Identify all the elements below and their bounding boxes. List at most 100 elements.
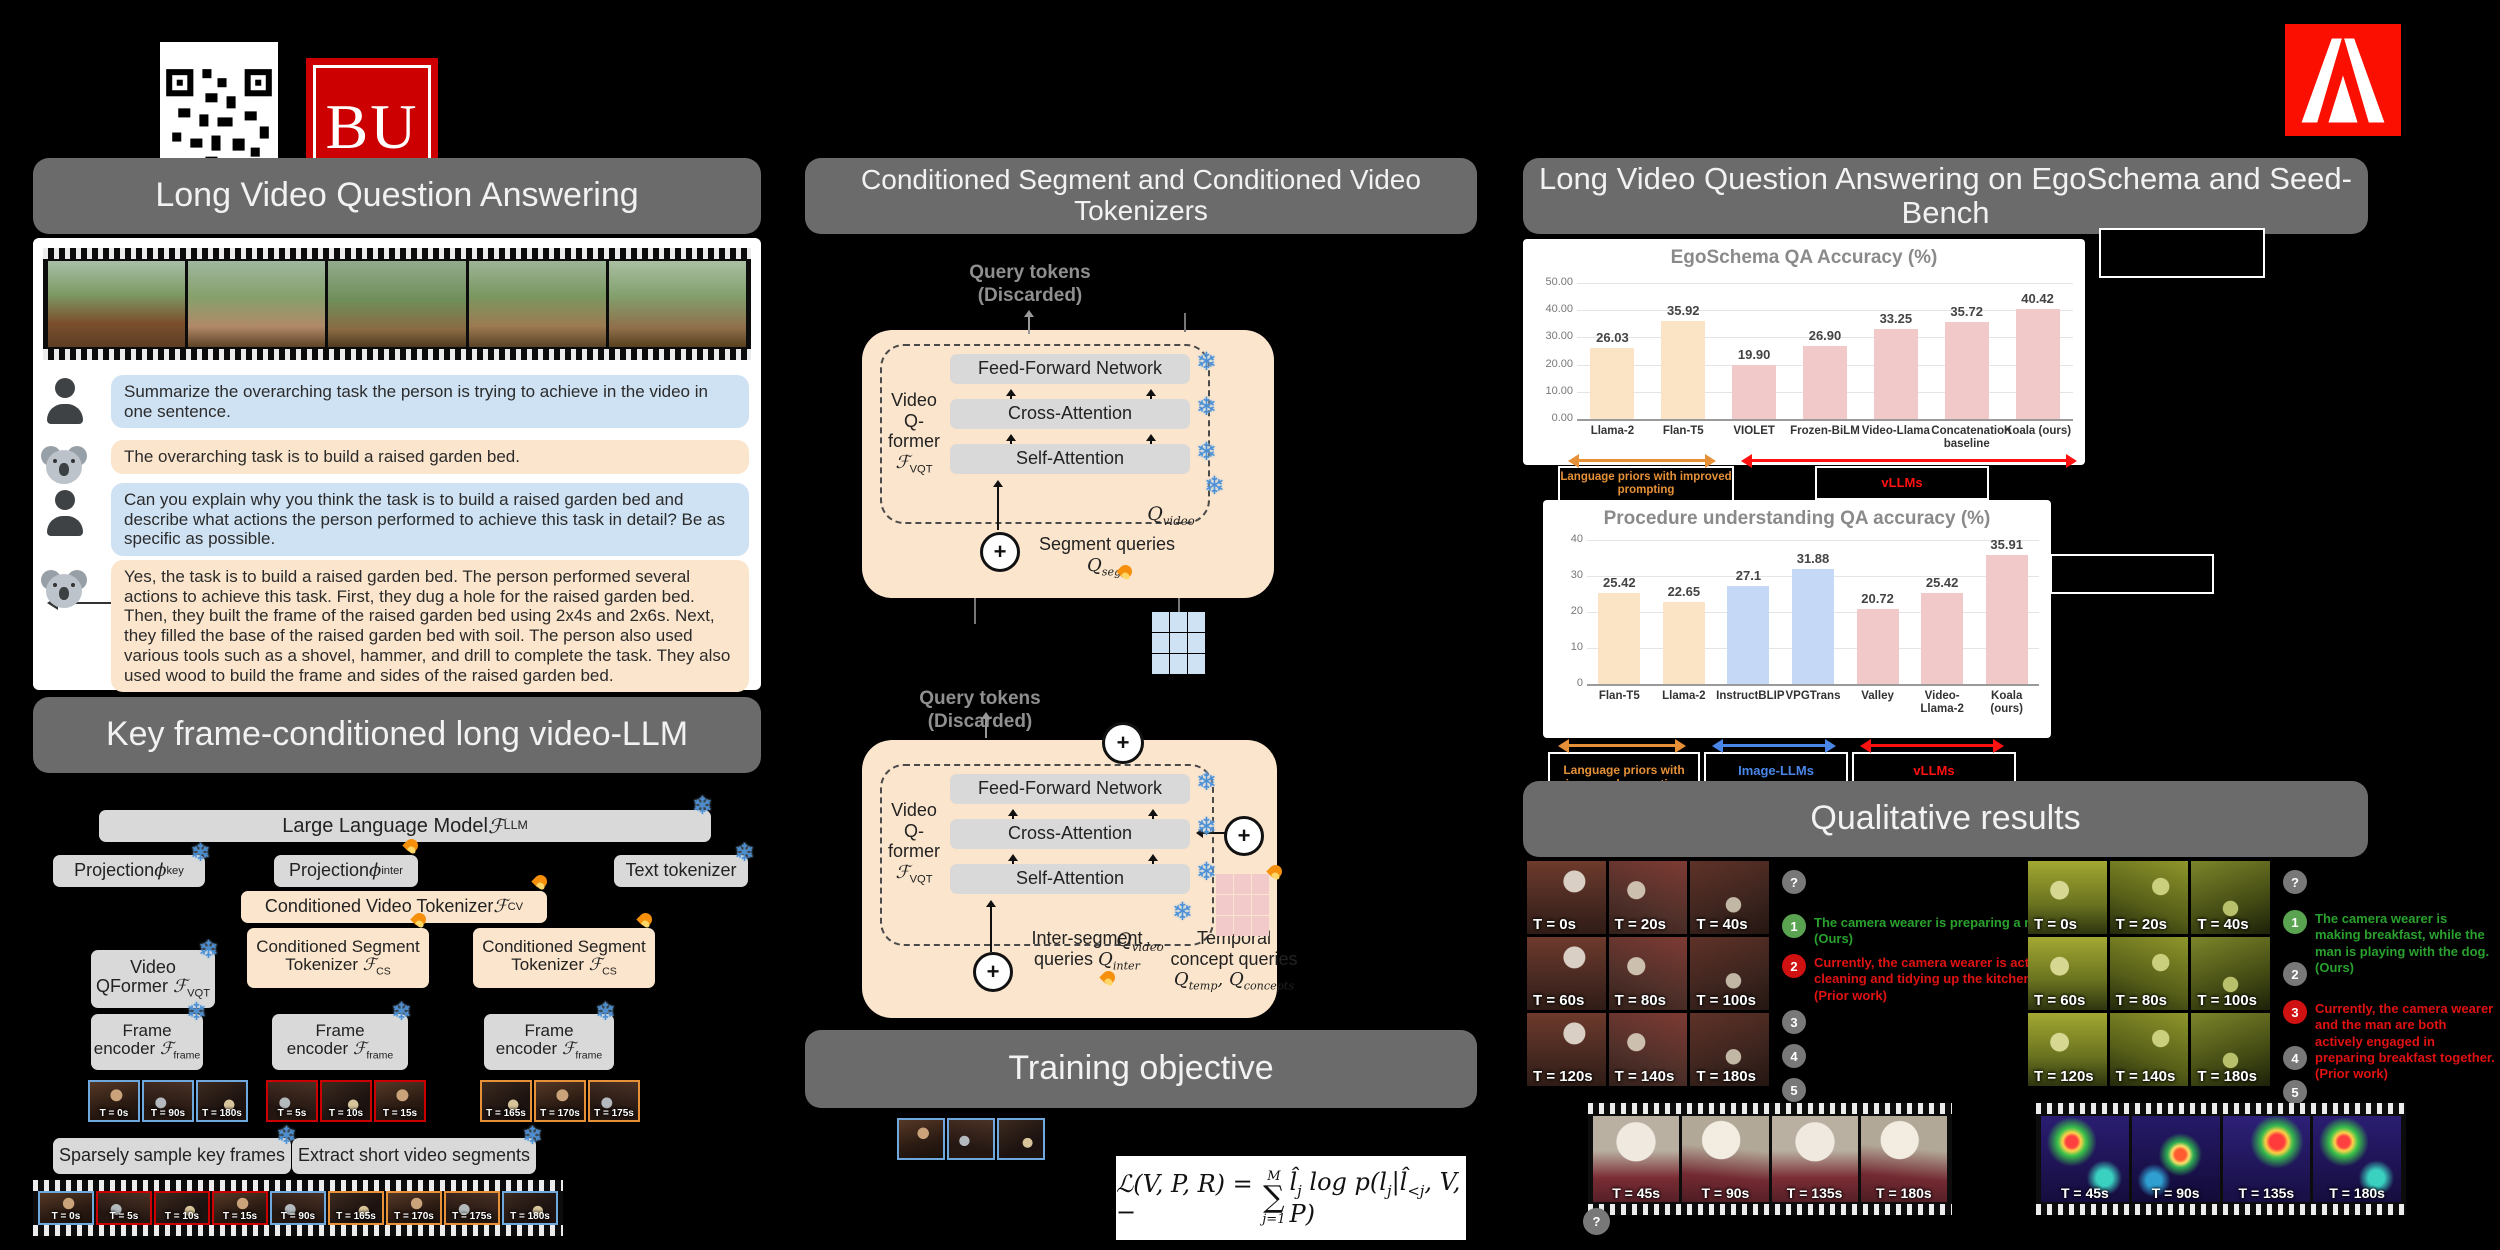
koala-face [46, 574, 82, 608]
y-tick-label: 30 [1570, 569, 1583, 581]
frame-timestamp: T = 180s [1876, 1185, 1932, 1201]
frame-encoder-box-1: Frame encoder ℱframe [91, 1014, 203, 1070]
annotation-circle-2: 2 [2283, 962, 2307, 986]
frame-timestamp: T = 180s [2197, 1068, 2257, 1085]
up-arrow [993, 480, 1003, 530]
extract-segments-box: Extract short video segments [292, 1138, 536, 1174]
math-f: ℱ [493, 896, 508, 918]
sum-upper: M [1267, 1169, 1281, 1184]
video-frame [997, 1118, 1045, 1160]
math-phi: ϕ [154, 860, 167, 882]
math-f: ℱ [588, 955, 603, 976]
qualitative-grid-left: T = 0s T = 20s T = 40s T = 60s T = 80s T = 10… [1527, 861, 1769, 1087]
video-frame: T = 165s [328, 1191, 384, 1225]
plus-circle-icon: + [980, 532, 1020, 572]
frame-timestamp: T = 5s [109, 1211, 139, 1222]
self-attention-label: Self-Attention [1015, 868, 1125, 889]
egoschema-chart: EgoSchema QA Accuracy (%) 26.03 35.92 19.90… [1523, 239, 2085, 465]
frame-timestamp: T = 20s [2115, 916, 2167, 933]
koala-avatar [41, 570, 87, 612]
training-frames [897, 1118, 1045, 1160]
projection-inter-box: Projection ϕ inter [274, 855, 418, 887]
qualitative-grid-right: T = 0s T = 20s T = 40s T = 60s T = 80s T = 10… [2028, 861, 2270, 1087]
section-header-benchmarks: Long Video Question Answering on EgoSche… [1523, 158, 2368, 234]
bar-value-label: 22.65 [1667, 584, 1701, 600]
qa-example-card: 9 minutes 29 seconds Summarize the overa… [33, 238, 761, 693]
attention-frames: T = 45s T = 90s T = 135s T = 180s [2041, 1116, 2401, 1202]
video-frame: T = 0s [38, 1191, 94, 1225]
cs-line1: Conditioned Segment [482, 936, 646, 956]
self-attention-box: Self-Attention [950, 444, 1190, 474]
chat-message-assistant: The overarching task is to build a raise… [111, 440, 749, 474]
qvideo-label: Qvideo [1136, 503, 1206, 528]
annotation-circle-5: 5 [1782, 1078, 1806, 1102]
cross-attention-label: Cross-Attention [1007, 403, 1133, 424]
bar-value-label: 20.72 [1861, 591, 1894, 607]
snowflake-icon: ❄ [198, 936, 219, 964]
up-arrow [1148, 854, 1158, 864]
left-arrow [1196, 828, 1238, 838]
summation: M ∑ j=1 [1262, 1170, 1285, 1226]
cross-attention-label: Cross-Attention [1007, 823, 1133, 844]
bar-value-label: 35.91 [1990, 536, 2023, 552]
segment-queries-label: Segment queries Qsegs [1022, 534, 1192, 579]
plus-circle-icon: + [1102, 722, 1144, 764]
snowflake-icon: ❄ [1204, 472, 1225, 500]
annotation-circle-3: 3 [2283, 1000, 2307, 1024]
frame-timestamp: T = 10s [328, 1108, 364, 1119]
video-qformer-box: Video QFormer ℱVQT [91, 950, 215, 1008]
vq-line1: Video [891, 800, 937, 820]
y-tick-label: 0 [1576, 677, 1583, 689]
video-frame: T = 5s [96, 1191, 152, 1225]
snowflake-icon: ❄ [595, 998, 616, 1026]
inter-line1: Inter-segment [1031, 928, 1143, 948]
video-frame [328, 261, 466, 347]
query-tokens-label: Query tokens (Discarded) [905, 688, 1055, 734]
text-tokenizer-label: Text tokenizer [625, 860, 737, 881]
video-frame: T = 5s [266, 1080, 318, 1122]
bar-value-label: 25.42 [1603, 574, 1636, 590]
snowflake-icon: ❄ [1196, 348, 1217, 376]
video-frame: T = 180s [196, 1080, 248, 1122]
frame-timestamp: T = 10s [164, 1211, 200, 1222]
video-qformer-dashed-box [880, 344, 1210, 524]
video-frame: T = 100s [2191, 937, 2270, 1010]
frame-timestamp: T = 180s [202, 1108, 242, 1119]
segment-queries-text: Segment queries [1038, 534, 1176, 554]
vq-line2: Q-former [887, 410, 940, 452]
vq-line1: Video [891, 390, 937, 410]
x-tick-label: VIOLET [1733, 425, 1775, 437]
x-tick-label: Koala (ours) [1990, 690, 2023, 715]
x-tick-label: Frozen-BiLM [1790, 425, 1860, 437]
video-frame: T = 100s [1690, 937, 1769, 1010]
x-tick-label: Flan-T5 [1598, 690, 1640, 702]
user-avatar [43, 490, 87, 538]
video-frame: T = 180s [1690, 1013, 1769, 1086]
result-frames: T = 45s T = 90s T = 135s T = 180s [1593, 1116, 1947, 1202]
snowflake-icon: ❄ [190, 839, 211, 867]
y-tick-label: 20 [1570, 605, 1583, 617]
frame-timestamp: T = 140s [1614, 1068, 1675, 1085]
bar-Koala (ours) [2015, 309, 2060, 419]
math-sub: key [166, 864, 184, 877]
annotation-circle-1: 1 [1782, 914, 1806, 938]
extract-segments-label: Extract short video segments [297, 1145, 531, 1166]
conditioned-segment-tokenizer-box-2: Conditioned Segment Tokenizer ℱCS [473, 928, 655, 988]
annotation-text: Image-LLMs [1738, 762, 1814, 778]
math-f: ℱ [362, 955, 377, 976]
math-sub: video [1131, 939, 1164, 954]
frame-timestamp: T = 180s [2329, 1185, 2385, 1201]
chart-title: Procedure understanding QA accuracy (%) [1603, 508, 1991, 529]
section-header-text: Key frame-conditioned long video-LLM [105, 715, 689, 754]
snowflake-icon: ❄ [1196, 438, 1217, 466]
koala-face [46, 450, 82, 484]
y-tick-label: 40.00 [1545, 303, 1573, 316]
flame-icon [404, 838, 419, 857]
video-frame: T = 180s [502, 1191, 558, 1225]
video-frame: T = 60s [1527, 937, 1606, 1010]
math-sub: LLM [503, 818, 528, 833]
bar-Frozen-BiLM [1803, 345, 1847, 419]
math-sub: CV [507, 900, 524, 913]
annotation-circle-?: ? [2283, 870, 2307, 894]
math-sub: concepts [1243, 979, 1295, 993]
